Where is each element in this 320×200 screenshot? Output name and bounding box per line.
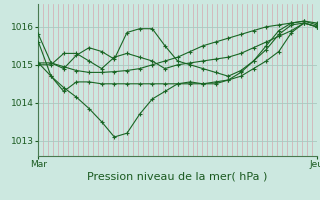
- X-axis label: Pression niveau de la mer( hPa ): Pression niveau de la mer( hPa ): [87, 172, 268, 182]
